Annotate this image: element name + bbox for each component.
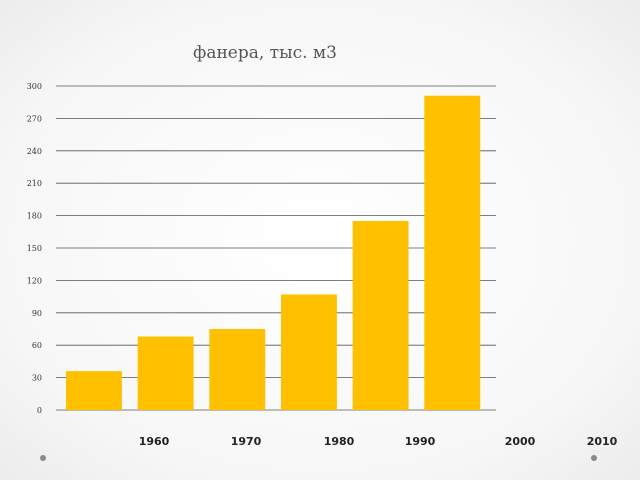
y-tick-label: 0 xyxy=(37,406,42,415)
chart-title: фанера, тыс. м3 xyxy=(193,43,337,63)
y-tick-label: 60 xyxy=(32,341,42,350)
x-tick-label: 1980 xyxy=(324,435,355,448)
y-tick-label: 30 xyxy=(32,374,42,383)
y-tick-label: 300 xyxy=(27,82,42,91)
x-tick-label: 2010 xyxy=(587,435,618,448)
left-bullet-icon xyxy=(40,455,46,461)
right-bullet-icon xyxy=(591,455,597,461)
bars xyxy=(66,95,481,410)
y-tick-label: 120 xyxy=(27,276,42,285)
x-tick-label: 1970 xyxy=(231,435,262,448)
y-tick-label: 150 xyxy=(27,244,42,253)
bar xyxy=(66,371,122,410)
bar xyxy=(137,336,194,410)
bar xyxy=(424,95,481,410)
x-tick-label: 2000 xyxy=(505,435,536,448)
bar xyxy=(352,221,409,410)
y-tick-label: 210 xyxy=(27,179,42,188)
x-tick-label: 1990 xyxy=(405,435,436,448)
bar xyxy=(281,294,337,410)
gridlines xyxy=(56,85,496,411)
y-tick-label: 270 xyxy=(27,114,42,123)
y-axis-ticks: 0 30 60 90 120 150 180 210 240 270 300 xyxy=(27,82,42,415)
y-tick-label: 180 xyxy=(27,212,42,221)
y-tick-label: 240 xyxy=(27,147,42,156)
x-axis-ticks: 1960 1970 1980 1990 2000 2010 xyxy=(139,435,618,448)
y-tick-label: 90 xyxy=(32,309,42,318)
bar xyxy=(209,329,266,410)
x-tick-label: 1960 xyxy=(139,435,170,448)
